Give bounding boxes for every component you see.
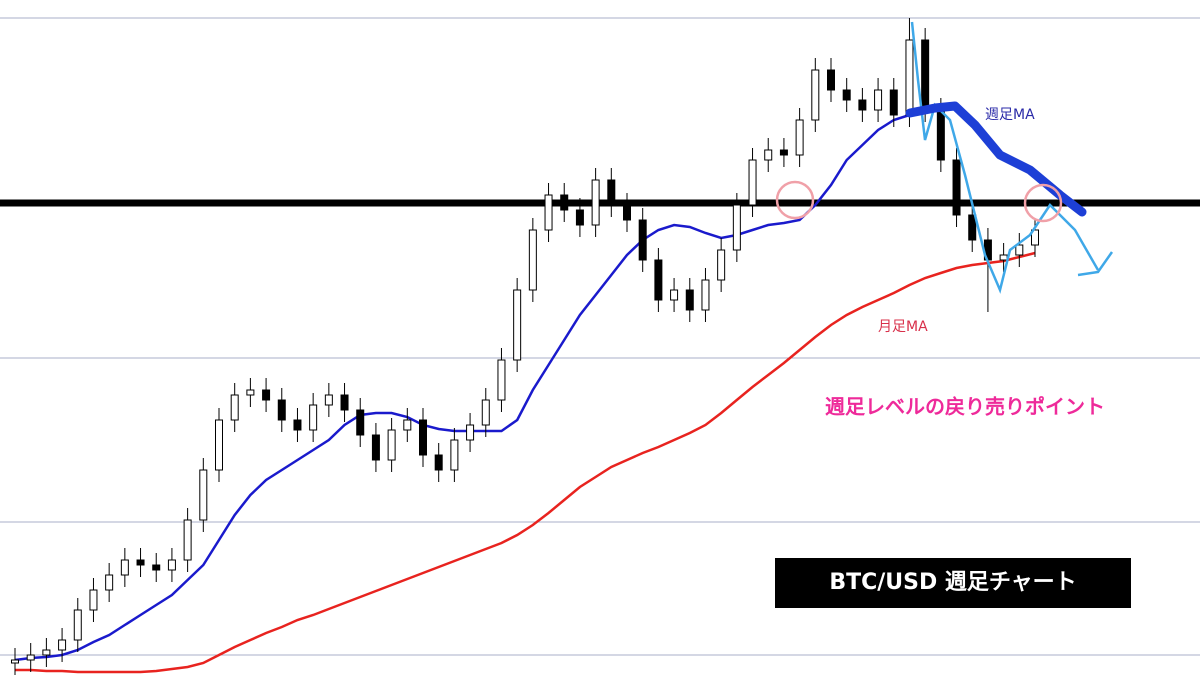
candle-body (623, 204, 631, 221)
candle-body (528, 229, 537, 291)
candle-body (748, 159, 757, 206)
candle-body (89, 589, 98, 611)
candle-body (371, 434, 380, 461)
candle-body (717, 249, 726, 281)
candle-body (434, 454, 443, 471)
candle-body (874, 89, 883, 111)
candle-body (152, 564, 161, 571)
candle-body (936, 109, 945, 161)
candle-body (450, 439, 459, 471)
candle-body (905, 39, 914, 116)
candle-body (230, 394, 239, 421)
candle-body (827, 69, 835, 91)
candle-body (952, 159, 961, 216)
candle-body (199, 469, 208, 521)
annotation: 週足レベルの戻り売りポイント (825, 395, 1105, 419)
candle-body (968, 214, 977, 241)
candle-body (544, 194, 553, 231)
candle-body (11, 659, 19, 664)
touch-circle (1023, 183, 1063, 223)
candle-body (309, 404, 318, 431)
candle-body (921, 39, 930, 111)
ma-line (15, 251, 1036, 674)
candle-body (811, 69, 820, 121)
candle-body (42, 649, 51, 656)
candle-body (701, 279, 710, 311)
candle-body (764, 149, 773, 161)
candle-body (246, 389, 255, 396)
candle-body (324, 394, 333, 406)
candle-body (120, 559, 129, 576)
candle-body (136, 559, 145, 566)
candle-body (575, 209, 584, 226)
arrow-head (1077, 251, 1114, 277)
chart-title: BTC/USD 週足チャート (829, 570, 1076, 595)
candle-body (842, 89, 851, 101)
candle-body (685, 289, 694, 311)
candle-body (58, 639, 67, 651)
candle-body (73, 609, 82, 641)
candle-body (26, 654, 35, 661)
candle-body (105, 574, 114, 591)
candle-body (654, 259, 663, 301)
candle-body (466, 424, 475, 441)
candle-body (889, 89, 898, 116)
candle-body (732, 204, 741, 251)
candle-body (607, 179, 616, 206)
touch-circle (775, 180, 815, 220)
candle-body (497, 359, 506, 401)
legend-monthly-ma: 月足MA (878, 319, 928, 335)
candle-body (183, 519, 192, 561)
candle-body (1015, 244, 1024, 256)
candle-body (356, 409, 365, 436)
candle-body (293, 419, 302, 431)
candle-body (513, 289, 522, 361)
candle-body (858, 99, 867, 111)
candle-body (779, 149, 788, 156)
trend-sketch (910, 21, 1100, 294)
candle-body (481, 399, 490, 426)
candle-body (1031, 229, 1039, 246)
ma-line (14, 113, 910, 662)
candle-body (638, 219, 647, 261)
candle-body (999, 254, 1008, 261)
candle-body (340, 394, 349, 411)
candle-body (419, 419, 427, 456)
candle-body (403, 419, 412, 431)
candle-body (560, 194, 569, 211)
candle-body (670, 289, 679, 301)
title-box (775, 558, 1131, 608)
candle-body (387, 429, 396, 461)
candle-body (215, 419, 223, 471)
candle-body (277, 399, 286, 421)
candle-body (167, 559, 176, 571)
legend-weekly-ma: 週足MA (985, 107, 1035, 123)
candle-body (795, 119, 804, 156)
candle-body (591, 179, 600, 226)
candle-body (262, 389, 271, 401)
hand-drawings (775, 21, 1114, 294)
